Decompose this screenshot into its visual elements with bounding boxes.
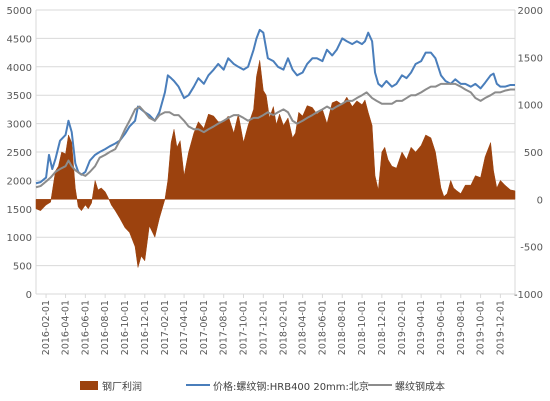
x-tick-label: 2019-04-01	[416, 300, 427, 355]
x-tick-label: 2016-02-01	[41, 300, 52, 355]
legend-label-cost: 螺纹钢成本	[395, 380, 445, 393]
left-tick-label: 0	[26, 290, 32, 301]
right-tick-label: 1500	[518, 53, 543, 64]
x-axis-ticks: 2016-02-01 2016-04-01 2016-06-01 2016-08-01…	[41, 294, 506, 355]
legend-swatch-profit	[80, 381, 98, 390]
x-tick-label: 2016-08-01	[100, 300, 111, 355]
x-tick-label: 2017-08-01	[219, 300, 230, 355]
series-price-line	[35, 28, 515, 185]
right-tick-label: 0	[537, 195, 543, 206]
right-tick-label: -1000	[514, 290, 543, 301]
x-tick-label: 2018-06-01	[317, 300, 328, 355]
x-tick-label: 2016-10-01	[120, 300, 131, 355]
left-tick-label: 3000	[7, 120, 32, 131]
series-cost-line	[35, 82, 515, 189]
left-tick-label: 2500	[7, 148, 32, 159]
x-tick-label: 2018-08-01	[337, 300, 348, 355]
left-tick-label: 500	[13, 262, 32, 273]
right-tick-label: -500	[520, 243, 543, 254]
x-tick-label: 2017-10-01	[239, 300, 250, 355]
x-tick-label: 2016-04-01	[61, 300, 72, 355]
x-tick-label: 2017-06-01	[199, 300, 210, 355]
line-series-layer	[35, 28, 515, 189]
left-tick-label: 1000	[7, 233, 32, 244]
x-tick-label: 2019-02-01	[397, 300, 408, 355]
x-tick-label: 2018-02-01	[278, 300, 289, 355]
x-tick-label: 2017-12-01	[258, 300, 269, 355]
x-tick-label: 2018-12-01	[377, 300, 388, 355]
x-tick-label: 2018-04-01	[298, 300, 309, 355]
left-tick-label: 2000	[7, 176, 32, 187]
x-tick-label: 2019-06-01	[436, 300, 447, 355]
left-tick-label: 5000	[7, 6, 32, 17]
legend-label-profit: 钢厂利润	[102, 380, 142, 393]
left-tick-label: 3500	[7, 91, 32, 102]
x-tick-label: 2017-02-01	[160, 300, 171, 355]
x-tick-label: 2019-10-01	[476, 300, 487, 355]
x-tick-label: 2016-06-01	[80, 300, 91, 355]
right-tick-label: 500	[524, 148, 543, 159]
x-tick-label: 2019-12-01	[495, 300, 506, 355]
x-tick-label: 2017-04-01	[179, 300, 190, 355]
right-axis-ticks: -1000 -500 0 500 1000 1500 2000	[514, 6, 543, 301]
left-tick-label: 4000	[7, 63, 32, 74]
legend: 钢厂利润 价格:螺纹钢:HRB400 20mm:北京 螺纹钢成本	[80, 380, 445, 393]
x-tick-label: 2018-10-01	[357, 300, 368, 355]
left-axis-ticks: 0 500 1000 1500 2000 2500 3000 3500 4000 4500 5000	[7, 6, 32, 301]
x-tick-label: 2016-12-01	[140, 300, 151, 355]
right-tick-label: 2000	[518, 6, 543, 17]
right-tick-label: 1000	[518, 101, 543, 112]
x-tick-label: 2019-08-01	[456, 300, 467, 355]
legend-label-price: 价格:螺纹钢:HRB400 20mm:北京	[213, 380, 369, 393]
profit-area-layer	[35, 60, 516, 268]
left-tick-label: 4500	[7, 34, 32, 45]
left-tick-label: 1500	[7, 205, 32, 216]
series-profit-area	[35, 60, 516, 268]
